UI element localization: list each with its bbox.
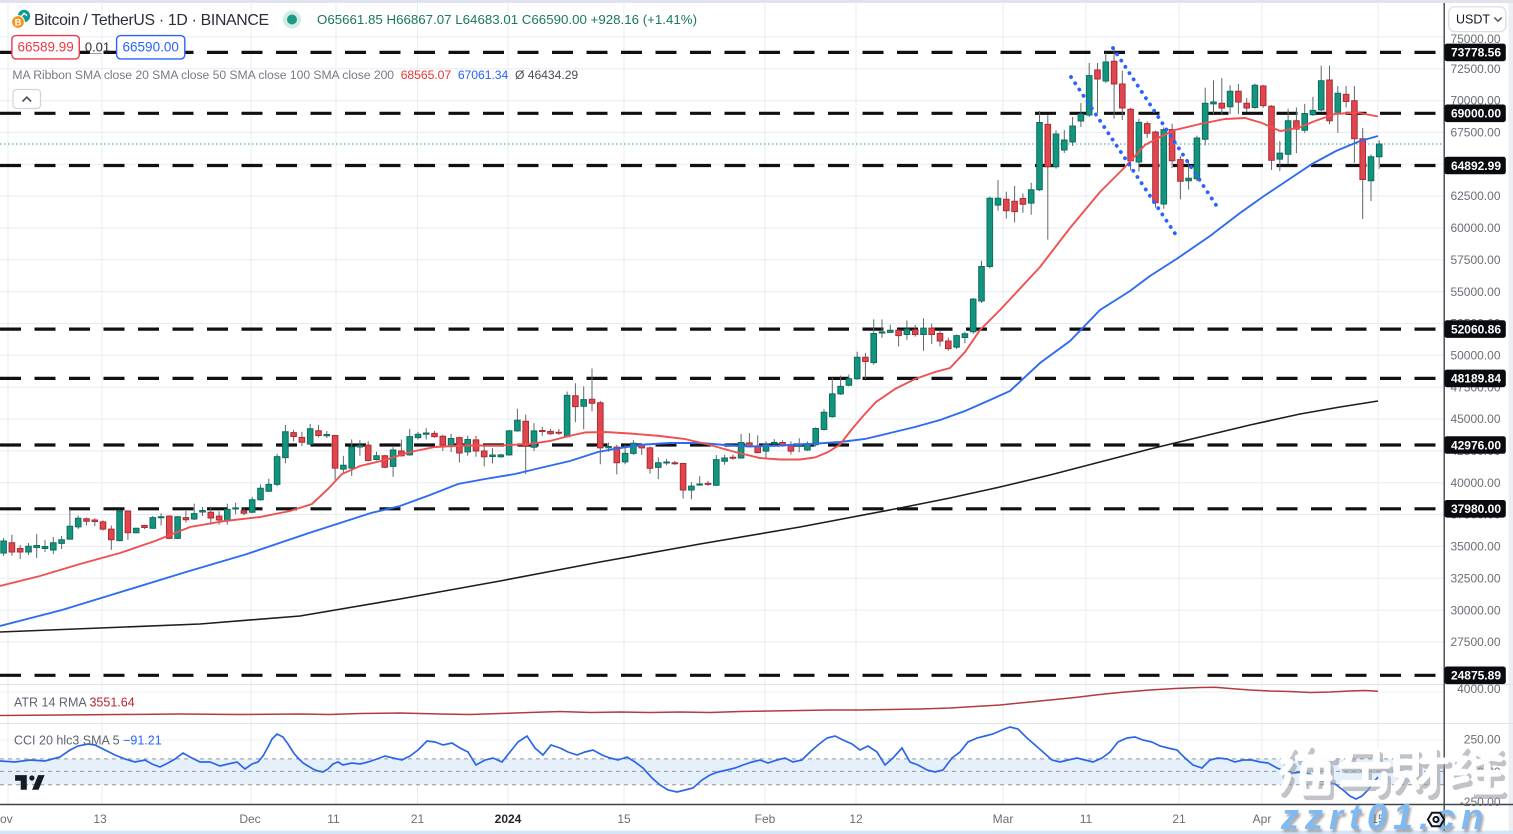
svg-text:0.01: 0.01 xyxy=(85,40,110,55)
svg-text:4000.00: 4000.00 xyxy=(1457,682,1501,696)
svg-text:69000.00: 69000.00 xyxy=(1451,107,1501,121)
svg-text:62500.00: 62500.00 xyxy=(1450,189,1500,203)
svg-text:30000.00: 30000.00 xyxy=(1450,603,1500,617)
svg-text:Bitcoin / TetherUS · 1D · BINA: Bitcoin / TetherUS · 1D · BINANCE xyxy=(34,12,269,29)
svg-text:2024: 2024 xyxy=(495,812,522,826)
svg-text:35000.00: 35000.00 xyxy=(1450,540,1500,554)
svg-text:32500.00: 32500.00 xyxy=(1450,571,1500,585)
svg-text:MA Ribbon SMA close 20 SMA clo: MA Ribbon SMA close 20 SMA close 50 SMA … xyxy=(12,68,578,82)
svg-text:12: 12 xyxy=(849,812,863,826)
svg-text:21: 21 xyxy=(1172,812,1186,826)
svg-text:72500.00: 72500.00 xyxy=(1450,62,1500,76)
svg-text:66590.00: 66590.00 xyxy=(123,40,179,55)
svg-text:75000.00: 75000.00 xyxy=(1450,32,1500,46)
svg-text:40000.00: 40000.00 xyxy=(1450,476,1500,490)
svg-text:15: 15 xyxy=(617,812,631,826)
svg-text:70000.00: 70000.00 xyxy=(1450,94,1500,108)
svg-text:42976.00: 42976.00 xyxy=(1451,438,1501,452)
svg-text:48189.84: 48189.84 xyxy=(1451,372,1501,386)
svg-text:Dec: Dec xyxy=(239,812,260,826)
svg-text:66589.99: 66589.99 xyxy=(17,40,73,55)
svg-text:11: 11 xyxy=(327,812,340,826)
svg-text:60000.00: 60000.00 xyxy=(1450,221,1500,235)
svg-text:50000.00: 50000.00 xyxy=(1450,349,1500,363)
svg-text:45000.00: 45000.00 xyxy=(1450,412,1500,426)
svg-text:O65661.85 H66867.07 L64683.01: O65661.85 H66867.07 L64683.01 C66590.00 … xyxy=(317,12,697,27)
svg-text:13: 13 xyxy=(93,812,107,826)
svg-text:11: 11 xyxy=(1080,812,1093,826)
svg-text:27500.00: 27500.00 xyxy=(1450,635,1500,649)
svg-text:CCI 20 hlc3 SMA 5 −91.21: CCI 20 hlc3 SMA 5 −91.21 xyxy=(14,734,162,748)
svg-text:64892.99: 64892.99 xyxy=(1451,159,1501,173)
svg-text:ATR 14 RMA 3551.64: ATR 14 RMA 3551.64 xyxy=(14,696,135,710)
svg-text:21: 21 xyxy=(411,812,425,826)
svg-text:24875.89: 24875.89 xyxy=(1451,669,1501,683)
svg-text:52060.86: 52060.86 xyxy=(1451,322,1501,336)
svg-text:Nov: Nov xyxy=(0,812,13,826)
svg-text:57500.00: 57500.00 xyxy=(1450,253,1500,267)
svg-text:Feb: Feb xyxy=(755,812,776,826)
svg-text:B: B xyxy=(15,18,22,29)
svg-text:55000.00: 55000.00 xyxy=(1450,285,1500,299)
svg-text:Mar: Mar xyxy=(993,812,1014,826)
svg-text:USDT: USDT xyxy=(1456,13,1490,27)
svg-text:15: 15 xyxy=(1371,812,1385,826)
svg-text:zzrt01.cn: zzrt01.cn xyxy=(1280,796,1489,834)
svg-text:73778.56: 73778.56 xyxy=(1451,46,1501,60)
svg-text:67500.00: 67500.00 xyxy=(1450,126,1500,140)
svg-text:250.00: 250.00 xyxy=(1464,733,1501,747)
svg-text:37980.00: 37980.00 xyxy=(1451,502,1501,516)
svg-text:Apr: Apr xyxy=(1253,812,1272,826)
